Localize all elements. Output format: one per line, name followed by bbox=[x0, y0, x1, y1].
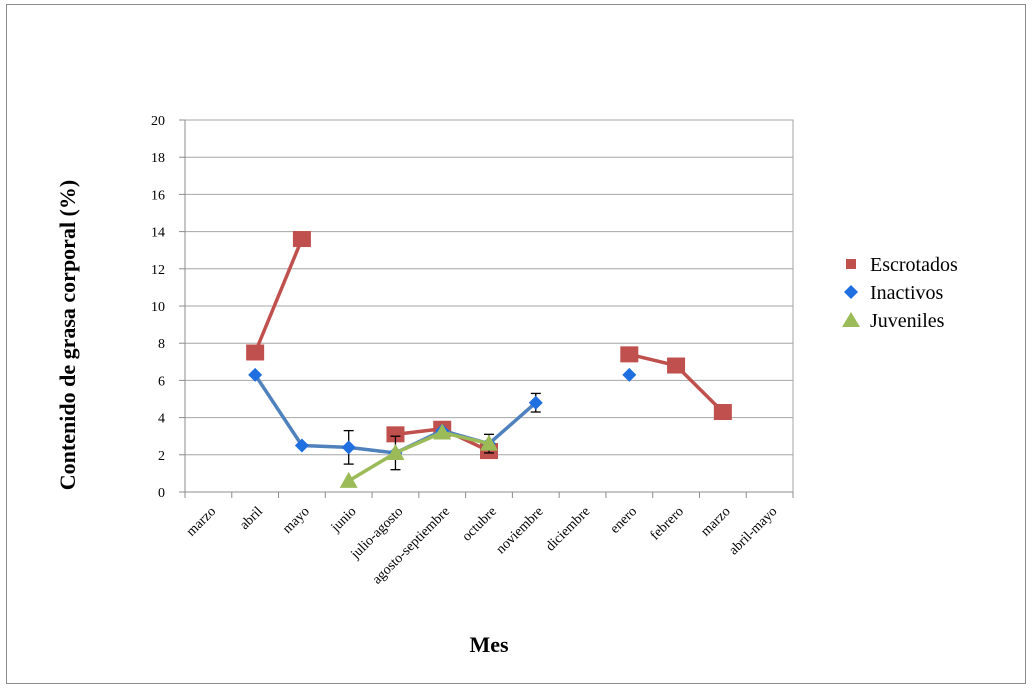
series-layer bbox=[246, 231, 732, 488]
data-point bbox=[528, 395, 543, 410]
series-line-segment bbox=[346, 445, 398, 455]
series-escrotados bbox=[246, 231, 732, 460]
y-axis-title: Contenido de grasa corporal (%) bbox=[55, 180, 80, 490]
series-line-segment bbox=[346, 451, 398, 483]
x-tick-label: abril bbox=[237, 504, 266, 533]
series-line-segment bbox=[253, 237, 304, 355]
y-tick-label: 4 bbox=[158, 412, 165, 427]
data-point bbox=[667, 357, 686, 374]
legend-item-escrotados: Escrotados bbox=[846, 254, 958, 276]
data-point bbox=[620, 346, 639, 363]
y-tick-label: 14 bbox=[151, 226, 165, 241]
x-tick-label: febrero bbox=[648, 504, 687, 543]
data-point bbox=[386, 426, 405, 443]
data-point bbox=[433, 423, 452, 440]
legend: Escrotados Inactivos Juveniles bbox=[842, 254, 958, 332]
legend-marker bbox=[842, 312, 860, 327]
y-tick-label: 10 bbox=[151, 300, 165, 315]
data-point bbox=[622, 367, 637, 382]
x-tick-label: marzo bbox=[184, 504, 219, 539]
x-tick-label: mayo bbox=[280, 504, 313, 537]
x-tick-label: abril-mayo bbox=[726, 504, 780, 558]
y-tick-label: 2 bbox=[158, 449, 165, 464]
y-tick-label: 8 bbox=[158, 337, 165, 352]
legend-marker bbox=[844, 285, 858, 299]
legend-item-inactivos: Inactivos bbox=[844, 282, 944, 304]
data-point bbox=[292, 231, 311, 248]
series-line-segment bbox=[440, 430, 491, 446]
y-tick-label: 12 bbox=[151, 263, 165, 278]
data-point bbox=[248, 367, 263, 382]
series-inactivos bbox=[248, 367, 637, 471]
data-point bbox=[339, 471, 358, 488]
x-tick-label: octubre bbox=[460, 504, 500, 544]
x-axis-title: Mes bbox=[469, 632, 509, 657]
y-tick-label: 0 bbox=[158, 486, 165, 501]
legend-label: Juveniles bbox=[870, 310, 945, 332]
series-juveniles bbox=[339, 423, 498, 488]
data-point bbox=[713, 404, 732, 421]
legend-marker bbox=[846, 259, 856, 269]
data-point bbox=[246, 344, 265, 361]
series-line-segment bbox=[253, 373, 304, 448]
series-line-segment bbox=[487, 400, 538, 446]
chart-frame bbox=[6, 4, 1026, 684]
y-tick-label: 16 bbox=[151, 188, 165, 203]
data-point bbox=[386, 443, 405, 460]
x-tick-label: diciembre bbox=[543, 504, 593, 554]
y-tick-label: 18 bbox=[151, 151, 165, 166]
x-tick-label: marzo bbox=[698, 504, 733, 539]
legend-label: Escrotados bbox=[870, 254, 958, 276]
data-point bbox=[480, 434, 498, 451]
legend-item-juveniles: Juveniles bbox=[842, 310, 945, 332]
data-point bbox=[341, 440, 356, 455]
x-tick-label: enero bbox=[608, 504, 641, 537]
y-tick-label: 6 bbox=[158, 374, 165, 389]
data-point bbox=[294, 438, 309, 453]
series-line-segment bbox=[300, 443, 351, 450]
legend-label: Inactivos bbox=[870, 282, 944, 304]
series-line-segment bbox=[393, 430, 444, 455]
y-tick-label: 20 bbox=[151, 114, 165, 129]
x-tick-label: junio bbox=[328, 504, 360, 536]
x-tick-label: noviembre bbox=[494, 504, 547, 557]
